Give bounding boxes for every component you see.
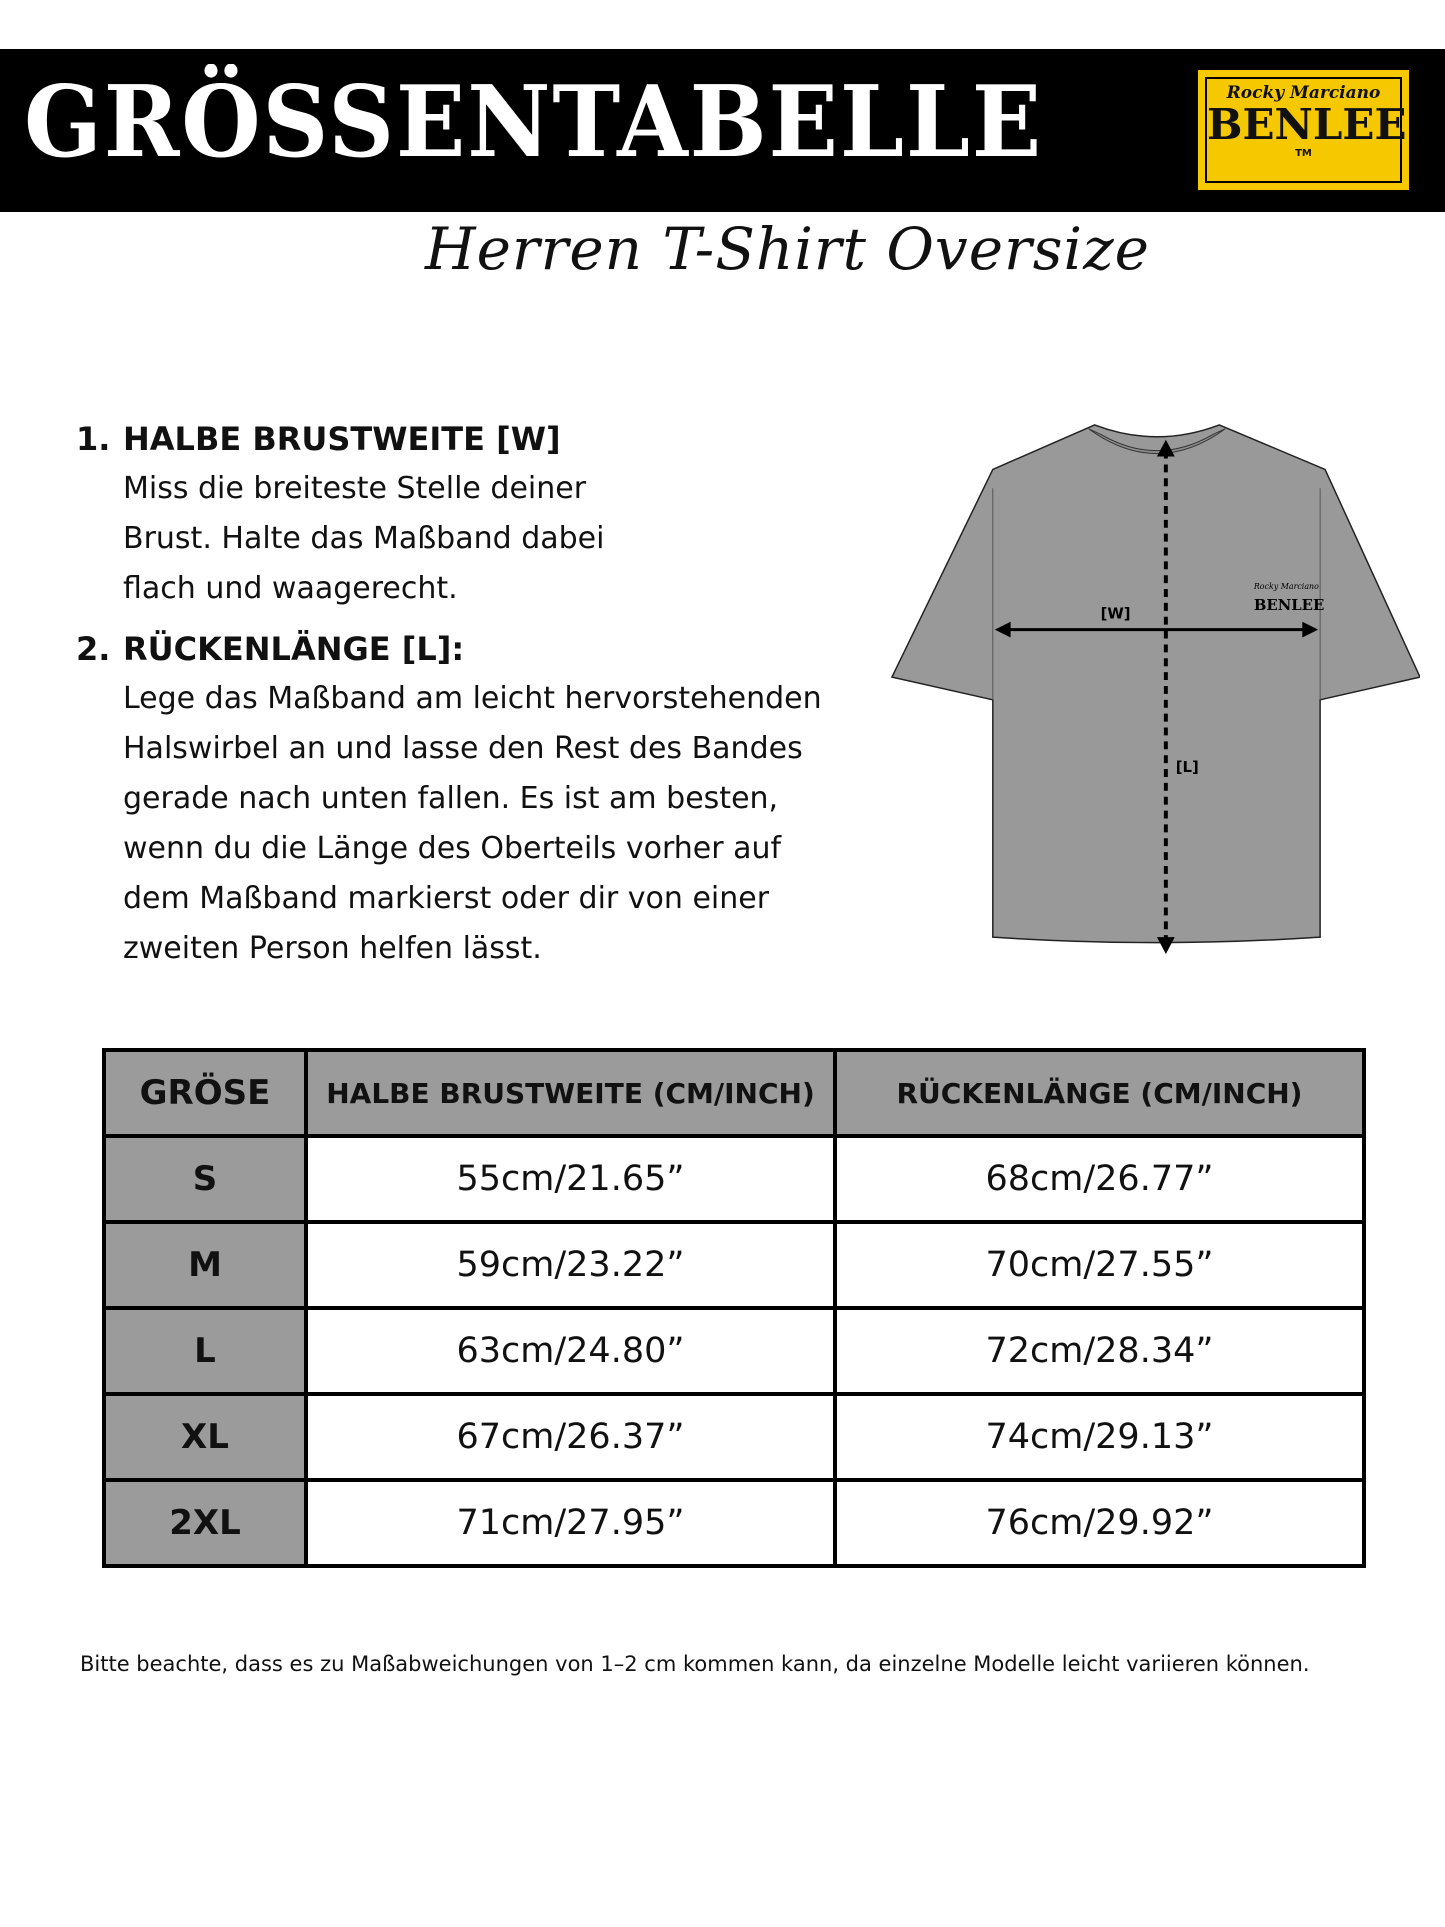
tshirt-collar bbox=[1088, 428, 1226, 454]
instruction-line: Brust. Halte das Maßband dabei bbox=[123, 521, 605, 556]
logo-script: Rocky Marciano bbox=[1226, 83, 1381, 103]
chest-cell: 59cm/23.22” bbox=[304, 1220, 837, 1310]
length-cell: 70cm/27.55” bbox=[833, 1220, 1366, 1310]
table-row: L 63cm/24.80” 72cm/28.34” bbox=[102, 1306, 1366, 1396]
shirt-logo-script: Rocky Marciano bbox=[1253, 582, 1319, 591]
arrowhead-down-icon bbox=[1156, 937, 1175, 954]
header-size: GRÖSE bbox=[102, 1048, 308, 1138]
instruction-body: Lege das Maßband am leicht hervorstehend… bbox=[123, 674, 822, 974]
page-title: GRÖSSENTABELLE bbox=[24, 65, 1044, 180]
instruction-line: Lege das Maßband am leicht hervorstehend… bbox=[123, 681, 822, 716]
instruction-line: wenn du die Länge des Oberteils vorher a… bbox=[123, 831, 782, 866]
tshirt-diagram: [W] [L] Rocky Marciano BENLEE bbox=[890, 424, 1420, 954]
instruction-length: 2. RÜCKENLÄNGE [L]: Lege das Maßband am … bbox=[76, 624, 876, 974]
instruction-line: zweiten Person helfen lässt. bbox=[123, 931, 542, 966]
chest-cell: 71cm/27.95” bbox=[304, 1478, 837, 1568]
size-table: GRÖSE HALBE BRUSTWEITE (CM/INCH) RÜCKENL… bbox=[102, 1048, 1366, 1568]
brand-logo: Rocky Marciano BENLEE TM bbox=[1198, 70, 1409, 190]
arrowhead-up-icon bbox=[1156, 439, 1175, 457]
header-length: RÜCKENLÄNGE (CM/INCH) bbox=[833, 1048, 1366, 1138]
table-row: M 59cm/23.22” 70cm/27.55” bbox=[102, 1220, 1366, 1310]
length-cell: 76cm/29.92” bbox=[833, 1478, 1366, 1568]
instruction-line: dem Maßband markierst oder dir von einer bbox=[123, 881, 770, 916]
instruction-line: gerade nach unten fallen. Es ist am best… bbox=[123, 781, 779, 816]
header-chest: HALBE BRUSTWEITE (CM/INCH) bbox=[304, 1048, 837, 1138]
logo-brand: BENLEE bbox=[1207, 100, 1407, 149]
tshirt-shape bbox=[890, 424, 1420, 944]
instruction-line: flach und waagerecht. bbox=[123, 571, 458, 606]
logo-tm: TM bbox=[1295, 148, 1312, 160]
arrowhead-right-icon bbox=[1302, 621, 1319, 638]
instruction-number: 1. bbox=[76, 420, 111, 458]
width-label: [W] bbox=[1101, 606, 1131, 623]
instruction-heading: HALBE BRUSTWEITE [W] bbox=[123, 420, 561, 458]
arrowhead-left-icon bbox=[994, 621, 1011, 638]
instruction-heading: RÜCKENLÄNGE [L]: bbox=[123, 630, 465, 668]
table-row: S 55cm/21.65” 68cm/26.77” bbox=[102, 1134, 1366, 1224]
length-cell: 68cm/26.77” bbox=[833, 1134, 1366, 1224]
size-cell: XL bbox=[102, 1392, 308, 1482]
instruction-line: Miss die breiteste Stelle deiner bbox=[123, 471, 587, 506]
measuring-instructions: 1. HALBE BRUSTWEITE [W] Miss die breites… bbox=[76, 414, 876, 984]
footnote: Bitte beachte, dass es zu Maßabweichunge… bbox=[80, 1652, 1310, 1676]
instruction-chest: 1. HALBE BRUSTWEITE [W] Miss die breites… bbox=[76, 414, 876, 614]
shirt-logo: BENLEE bbox=[1254, 597, 1324, 614]
size-cell: S bbox=[102, 1134, 308, 1224]
table-row: 2XL 71cm/27.95” 76cm/29.92” bbox=[102, 1478, 1366, 1568]
instruction-number: 2. bbox=[76, 630, 111, 668]
page-subtitle: Herren T-Shirt Oversize bbox=[425, 215, 1150, 283]
table-row: XL 67cm/26.37” 74cm/29.13” bbox=[102, 1392, 1366, 1482]
chest-cell: 55cm/21.65” bbox=[304, 1134, 837, 1224]
size-cell: M bbox=[102, 1220, 308, 1310]
length-cell: 74cm/29.13” bbox=[833, 1392, 1366, 1482]
length-label: [L] bbox=[1176, 759, 1199, 776]
instruction-body: Miss die breiteste Stelle deiner Brust. … bbox=[123, 464, 604, 614]
size-cell: L bbox=[102, 1306, 308, 1396]
table-header-row: GRÖSE HALBE BRUSTWEITE (CM/INCH) RÜCKENL… bbox=[102, 1048, 1366, 1138]
chest-cell: 63cm/24.80” bbox=[304, 1306, 837, 1396]
instruction-line: Halswirbel an und lasse den Rest des Ban… bbox=[123, 731, 803, 766]
length-cell: 72cm/28.34” bbox=[833, 1306, 1366, 1396]
chest-cell: 67cm/26.37” bbox=[304, 1392, 837, 1482]
size-cell: 2XL bbox=[102, 1478, 308, 1568]
